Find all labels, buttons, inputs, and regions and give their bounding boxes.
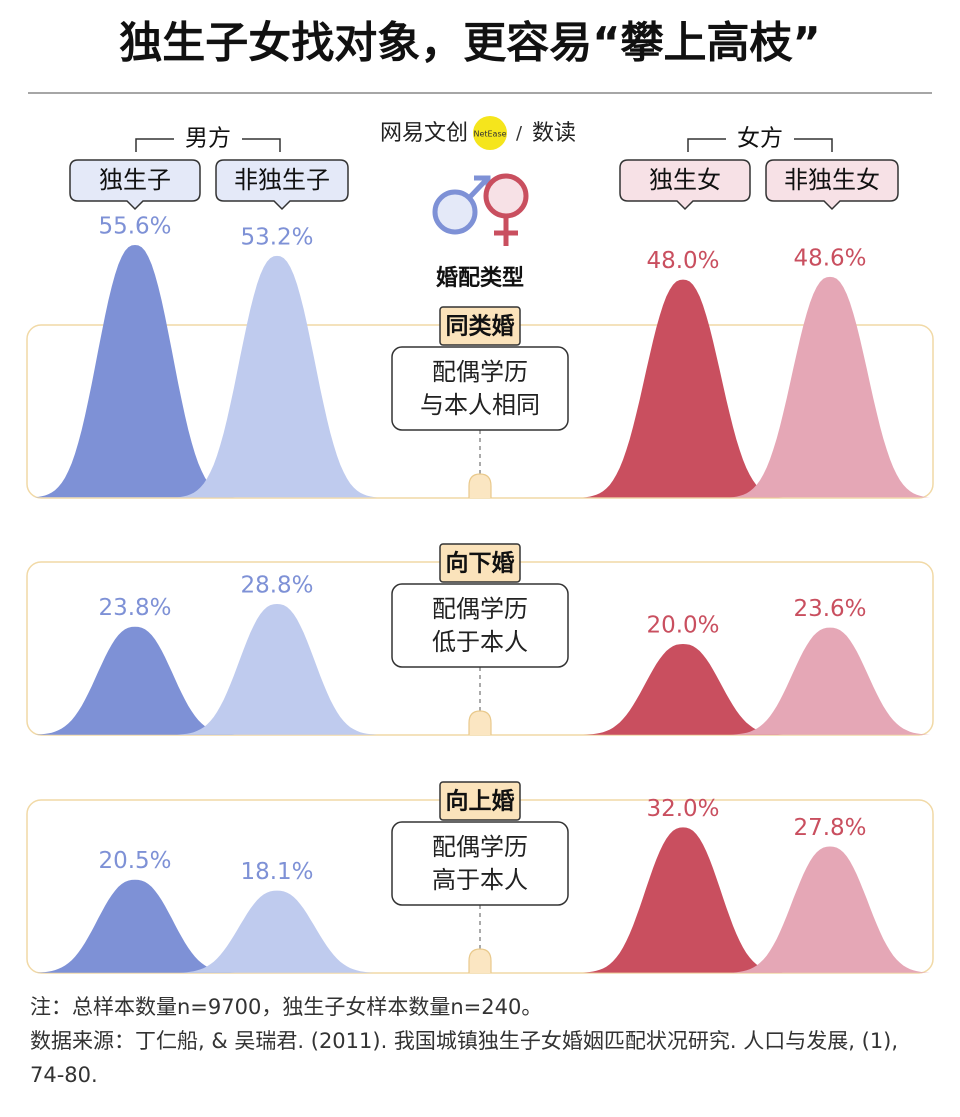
value-label: 53.2% (240, 224, 313, 250)
value-label: 27.8% (793, 815, 866, 841)
legend-box (215, 159, 349, 211)
group-bracket (135, 138, 281, 152)
brand-slash: / (516, 123, 523, 144)
category-label: 向下婚 (446, 550, 515, 577)
value-label: 20.0% (646, 613, 719, 639)
category-box (439, 543, 521, 583)
value-label: 23.6% (793, 596, 866, 622)
group-bracket (687, 138, 833, 152)
bell (730, 846, 930, 973)
bell (730, 627, 930, 735)
female-symbol (483, 173, 529, 246)
bump (468, 473, 492, 498)
group-label: 男方 (185, 126, 231, 152)
bell (583, 279, 783, 498)
legend-label: 独生子 (99, 166, 171, 194)
category-label: 向上婚 (446, 788, 515, 815)
note: 注：总样本数量n=9700，独生子女样本数量n=240。 (30, 995, 543, 1019)
category-description: 与本人相同 (420, 391, 540, 419)
legend-label: 独生女 (649, 166, 721, 194)
bump (468, 710, 492, 735)
brand-column: 数读 (532, 121, 576, 146)
value-label: 20.5% (98, 848, 171, 874)
category-description: 配偶学历 (432, 358, 528, 386)
brand-name: 网易文创 (380, 121, 468, 146)
source: 数据来源：丁仁船, & 吴瑞君. (2011). 我国城镇独生子女婚姻匹配状况研… (30, 1029, 899, 1087)
bell (583, 644, 783, 735)
male-symbol (432, 175, 491, 235)
bump (468, 948, 492, 973)
brand-badge: NetEase (473, 130, 506, 139)
value-label: 48.6% (793, 245, 866, 271)
chart-title: 独生子女找对象，更容易“攀上高枝” (119, 19, 821, 69)
legend-box (619, 159, 751, 211)
category-box (439, 781, 521, 821)
bell (583, 827, 783, 973)
category-box (439, 306, 521, 346)
category-description: 低于本人 (432, 628, 528, 656)
description-box (391, 821, 569, 906)
bell (35, 245, 235, 498)
legend-box (765, 159, 899, 211)
bell (35, 626, 235, 735)
value-label: 32.0% (646, 796, 719, 822)
legend-label: 非独生女 (784, 166, 880, 194)
value-label: 48.0% (646, 248, 719, 274)
center-label: 婚配类型 (436, 265, 524, 291)
legend-label: 非独生子 (234, 166, 330, 194)
value-label: 55.6% (98, 214, 171, 240)
description-box (391, 583, 569, 668)
category-description: 高于本人 (432, 866, 528, 894)
legend-box (69, 159, 201, 211)
group-label: 女方 (737, 126, 783, 152)
value-label: 23.8% (98, 595, 171, 621)
bell (35, 879, 235, 973)
category-description: 配偶学历 (432, 833, 528, 861)
bell (177, 255, 377, 498)
category-description: 配偶学历 (432, 595, 528, 623)
brand-badge-bg (473, 116, 507, 150)
bell (730, 276, 930, 498)
value-label: 28.8% (240, 572, 313, 598)
bell (177, 604, 377, 735)
category-label: 同类婚 (446, 313, 515, 340)
value-label: 18.1% (240, 859, 313, 885)
description-box (391, 346, 569, 431)
bell (177, 890, 377, 973)
